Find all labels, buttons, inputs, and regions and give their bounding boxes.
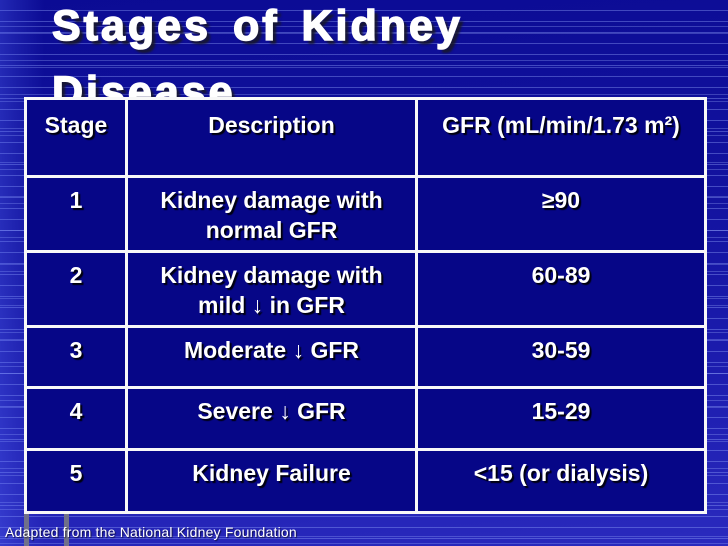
stage-cell: 3: [24, 324, 128, 389]
gfr-cell: ≥90: [415, 175, 707, 253]
description-cell: Kidney damage with normal GFR: [125, 175, 418, 253]
gfr-cell: 15-29: [415, 385, 707, 451]
footer-attribution: Adapted from the National Kidney Foundat…: [5, 524, 297, 540]
table-row: 5 Kidney Failure <15 (or dialysis): [24, 447, 707, 514]
slide-title: Stages of Kidney Disease: [51, 0, 463, 125]
description-cell: Severe ↓ GFR: [125, 385, 418, 451]
stage-cell: 1: [24, 175, 128, 253]
header-stage: Stage: [24, 97, 128, 178]
table-row: 1 Kidney damage with normal GFR ≥90: [24, 175, 707, 253]
stage-cell: 2: [24, 249, 128, 328]
decorative-bar: [24, 506, 29, 546]
description-cell: Kidney damage with mild ↓ in GFR: [125, 249, 418, 328]
gfr-cell: 30-59: [415, 324, 707, 389]
table-header-row: Stage Description GFR (mL/min/1.73 m²): [24, 97, 707, 178]
slide-title-line1: Stages of Kidney: [51, 1, 463, 51]
table-row: 4 Severe ↓ GFR 15-29: [24, 385, 707, 451]
header-description: Description: [125, 97, 418, 178]
gfr-cell: <15 (or dialysis): [415, 447, 707, 514]
decorative-bar: [64, 506, 69, 546]
table-row: 3 Moderate ↓ GFR 30-59: [24, 324, 707, 389]
stages-table: Stage Description GFR (mL/min/1.73 m²) 1…: [24, 97, 707, 514]
header-gfr: GFR (mL/min/1.73 m²): [415, 97, 707, 178]
stage-cell: 4: [24, 385, 128, 451]
stage-cell: 5: [24, 447, 128, 514]
table-row: 2 Kidney damage with mild ↓ in GFR 60-89: [24, 249, 707, 328]
description-cell: Kidney Failure: [125, 447, 418, 514]
description-cell: Moderate ↓ GFR: [125, 324, 418, 389]
gfr-cell: 60-89: [415, 249, 707, 328]
